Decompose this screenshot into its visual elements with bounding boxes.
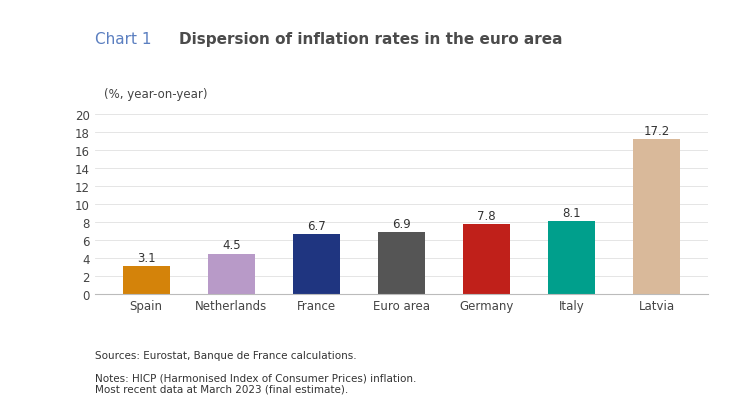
Bar [293,234,339,294]
Text: Chart 1: Chart 1 [95,32,161,47]
Text: 6.9: 6.9 [392,217,411,230]
Bar [634,140,680,294]
Text: 7.8: 7.8 [477,209,496,222]
Text: Sources: Eurostat, Banque de France calculations.: Sources: Eurostat, Banque de France calc… [95,350,356,360]
Text: 8.1: 8.1 [562,207,581,219]
Bar [123,267,169,294]
Text: Dispersion of inflation rates in the euro area: Dispersion of inflation rates in the eur… [179,32,562,47]
Bar [208,254,255,294]
Bar [378,232,425,294]
Text: 6.7: 6.7 [307,219,326,232]
Text: 4.5: 4.5 [222,239,241,252]
Bar [548,222,595,294]
Bar [464,224,510,294]
Text: (%, year-on-year): (%, year-on-year) [104,88,207,101]
Text: Notes: HICP (Harmonised Index of Consumer Prices) inflation.
Most recent data at: Notes: HICP (Harmonised Index of Consume… [95,372,416,394]
Text: 17.2: 17.2 [644,124,670,137]
Text: 3.1: 3.1 [137,252,155,264]
